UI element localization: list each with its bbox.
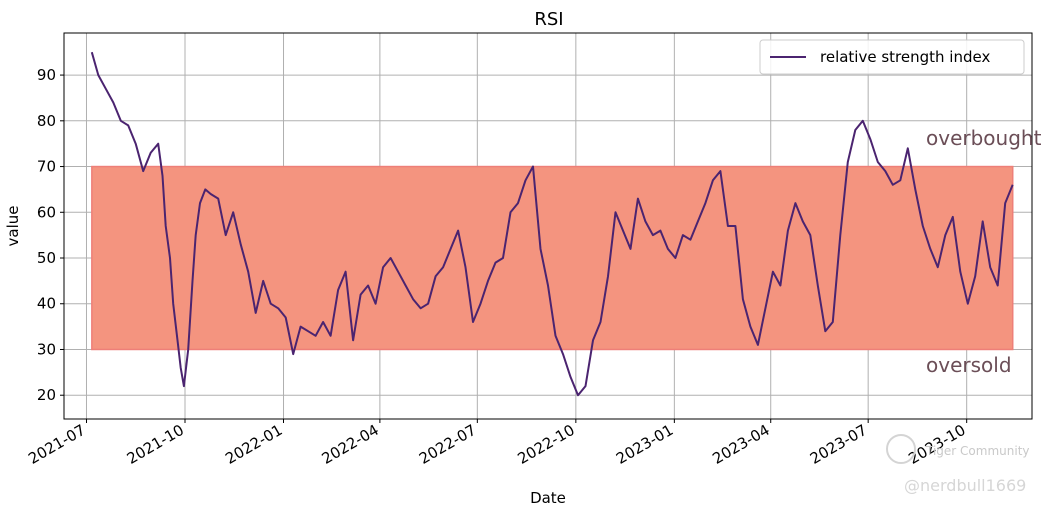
x-tick-label: 2021-07 (25, 421, 88, 468)
band-layer (91, 165, 1014, 351)
overbought-label: overbought (926, 126, 1042, 150)
watermark-handle: @nerdbull1669 (904, 476, 1027, 495)
x-tick-label: 2023-04 (709, 421, 772, 468)
watermark-brand: Tiger Community (926, 444, 1030, 458)
legend: relative strength index (759, 39, 1025, 75)
y-tick-label: 50 (37, 249, 56, 267)
tiger-logo-icon (886, 434, 916, 464)
x-tick-label: 2022-10 (515, 421, 578, 468)
legend-box (759, 39, 1025, 75)
x-tick-label: 2022-01 (222, 421, 285, 468)
rsi-band (91, 165, 1014, 351)
x-tick-label: 2022-04 (319, 421, 382, 468)
line-layer (90, 51, 1014, 397)
y-tick-label: 30 (37, 340, 56, 358)
y-tick-label: 90 (37, 66, 56, 84)
y-axis: 20 30 40 50 60 70 80 90 (37, 66, 64, 404)
y-tick-label: 80 (37, 112, 56, 130)
oversold-label: oversold (926, 353, 1012, 377)
x-axis: 2021-07 2021-10 2022-01 2022-04 2022-07 2022-… (25, 419, 969, 468)
x-axis-title: Date (530, 489, 566, 507)
y-tick-label: 20 (37, 386, 56, 404)
rsi-series-line (90, 51, 1014, 397)
x-tick-label: 2023-01 (613, 421, 676, 468)
y-tick-label: 70 (37, 158, 56, 176)
y-tick-label: 40 (37, 295, 56, 313)
x-tick-label: 2021-10 (124, 421, 187, 468)
x-tick-label: 2023-07 (807, 421, 870, 468)
x-tick-label: 2022-07 (416, 421, 479, 468)
plot-frame (63, 32, 1033, 420)
legend-label: relative strength index (820, 48, 990, 66)
chart-title: RSI (534, 9, 563, 30)
y-axis-title: value (4, 206, 22, 247)
y-tick-label: 60 (37, 203, 56, 221)
